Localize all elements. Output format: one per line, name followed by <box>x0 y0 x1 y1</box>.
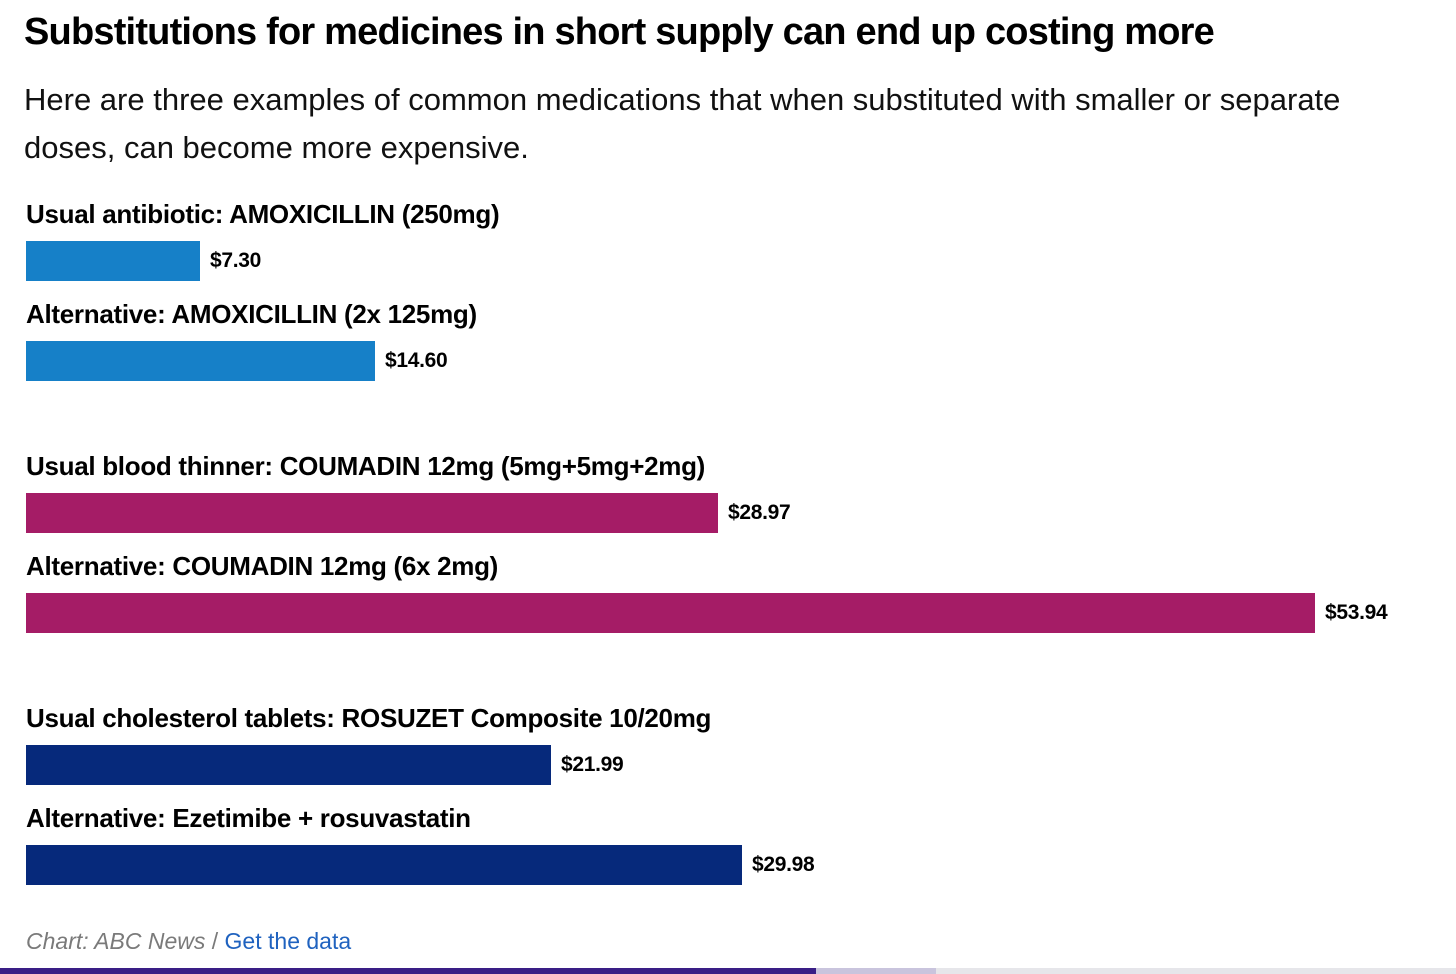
bar <box>26 845 742 885</box>
bar-value-label: $28.97 <box>728 501 791 524</box>
bar <box>26 593 1315 633</box>
bar-category-label: Usual blood thinner: COUMADIN 12mg (5mg+… <box>26 451 706 481</box>
bottom-scroll-strip <box>0 968 1456 974</box>
chart-subtitle: Here are three examples of common medica… <box>24 82 1341 165</box>
bar-value-label: $14.60 <box>385 349 448 372</box>
bar-category-label: Alternative: Ezetimibe + rosuvastatin <box>26 803 471 833</box>
bar-value-label: $53.94 <box>1325 601 1388 624</box>
bar <box>26 341 375 381</box>
bar-value-label: $21.99 <box>561 753 624 776</box>
bottom-strip-segment <box>0 968 816 974</box>
bottom-strip-segment <box>816 968 936 974</box>
chart-credit: Chart: ABC News <box>26 928 206 954</box>
bar-category-label: Usual antibiotic: AMOXICILLIN (250mg) <box>26 199 500 229</box>
footer-separator: / <box>211 928 219 954</box>
bar-value-label: $29.98 <box>752 853 815 876</box>
bar-category-label: Usual cholesterol tablets: ROSUZET Compo… <box>26 703 712 733</box>
bar <box>26 745 551 785</box>
bar-value-label: $7.30 <box>210 249 262 272</box>
bar <box>26 241 200 281</box>
bar <box>26 493 718 533</box>
chart-footer: Chart: ABC News / Get the data <box>26 926 351 956</box>
chart-title: Substitutions for medicines in short sup… <box>24 11 1215 53</box>
get-the-data-link[interactable]: Get the data <box>224 928 352 954</box>
bar-category-label: Alternative: COUMADIN 12mg (6x 2mg) <box>26 551 499 581</box>
bar-category-label: Alternative: AMOXICILLIN (2x 125mg) <box>26 299 477 329</box>
